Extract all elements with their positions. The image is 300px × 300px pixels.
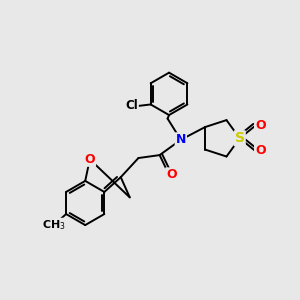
Text: Cl: Cl — [125, 99, 138, 112]
Text: CH$_3$: CH$_3$ — [42, 218, 66, 232]
Text: O: O — [255, 119, 266, 132]
Text: O: O — [85, 153, 95, 166]
Text: N: N — [176, 133, 186, 146]
Text: O: O — [166, 168, 177, 181]
Text: S: S — [235, 131, 245, 145]
Text: O: O — [255, 144, 266, 157]
